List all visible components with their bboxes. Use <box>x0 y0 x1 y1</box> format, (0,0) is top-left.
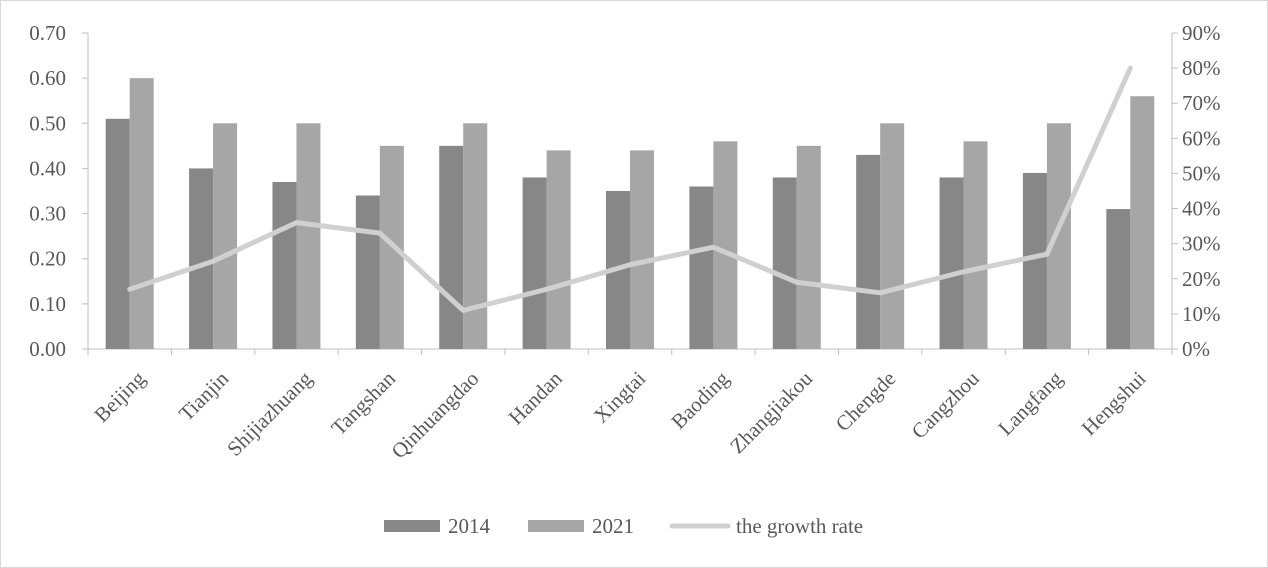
bar-2021-zhangjiakou <box>796 145 821 349</box>
bar-2021-tianjin <box>213 123 238 350</box>
legend-label: 2021 <box>592 514 634 538</box>
bar-2021-shijiazhuang <box>296 123 321 350</box>
category-label-beijing: Beijing <box>89 366 150 427</box>
legend-swatch-2021 <box>528 520 584 532</box>
category-label-cangzhou: Cangzhou <box>907 366 985 444</box>
bar-2021-xingtai <box>630 150 654 349</box>
right-tick-label: 0% <box>1182 337 1210 361</box>
category-label-xingtai: Xingtai <box>589 366 651 428</box>
left-tick-label: 0.40 <box>29 156 66 180</box>
legend: 2014 2021 the growth rate <box>384 514 863 538</box>
bar-2021-handan <box>546 150 571 349</box>
bar-2021-beijing <box>129 78 154 350</box>
legend-label: the growth rate <box>736 514 863 538</box>
bar-2021-qinhuangdao <box>463 123 488 350</box>
bar-2021-baoding <box>713 141 738 349</box>
legend-label: 2014 <box>448 514 491 538</box>
category-label-zhangjiakou: Zhangjiakou <box>725 366 817 458</box>
left-tick-label: 0.60 <box>29 66 66 90</box>
bar-2014-chengde <box>856 154 881 349</box>
legend-swatch-2014 <box>384 520 440 532</box>
bar-2014-zhangjiakou <box>772 177 797 349</box>
category-label-chengde: Chengde <box>831 366 901 436</box>
bar-2021-chengde <box>880 123 905 350</box>
bar-2014-shijiazhuang <box>272 181 297 349</box>
category-label-tangshan: Tangshan <box>326 366 400 440</box>
left-tick-label: 0.30 <box>29 202 66 226</box>
bar-2021-langfang <box>1046 123 1071 350</box>
bars <box>105 78 1155 350</box>
category-label-langfang: Langfang <box>993 366 1067 440</box>
bar-2014-hengshui <box>1106 209 1131 349</box>
growth-line <box>127 65 1133 313</box>
left-tick-label: 0.50 <box>29 111 66 135</box>
right-tick-label: 60% <box>1182 126 1221 150</box>
category-label-baoding: Baoding <box>666 366 734 434</box>
right-tick-label: 40% <box>1182 197 1221 221</box>
right-tick-label: 80% <box>1182 56 1221 80</box>
category-label-handan: Handan <box>504 366 568 430</box>
category-label-hengshui: Hengshui <box>1077 366 1151 440</box>
bar-2014-handan <box>522 177 547 349</box>
bar-2014-qinhuangdao <box>439 145 464 349</box>
bar-2021-hengshui <box>1130 96 1155 349</box>
left-tick-label: 0.10 <box>29 292 66 316</box>
bar-2014-tianjin <box>189 168 214 349</box>
category-label-tianjin: Tianjin <box>174 366 234 426</box>
right-tick-label: 20% <box>1182 267 1221 291</box>
bar-2014-baoding <box>689 186 714 349</box>
right-tick-label: 50% <box>1182 161 1221 185</box>
bar-2014-cangzhou <box>939 177 964 349</box>
bar-2021-cangzhou <box>963 141 988 349</box>
left-tick-label: 0.70 <box>29 21 66 45</box>
left-tick-label: 0.20 <box>29 247 66 271</box>
left-tick-label: 0.00 <box>29 337 66 361</box>
right-tick-label: 70% <box>1182 91 1221 115</box>
right-tick-label: 90% <box>1182 21 1221 45</box>
right-tick-label: 30% <box>1182 232 1221 256</box>
bar-2014-tangshan <box>355 195 380 349</box>
category-label-qinhuangdao: Qinhuangdao <box>387 366 484 463</box>
bar-2014-beijing <box>105 118 130 350</box>
bar-2014-langfang <box>1022 172 1047 349</box>
category-label-shijiazhuang: Shijiazhuang <box>222 366 317 461</box>
right-tick-label: 10% <box>1182 302 1221 326</box>
